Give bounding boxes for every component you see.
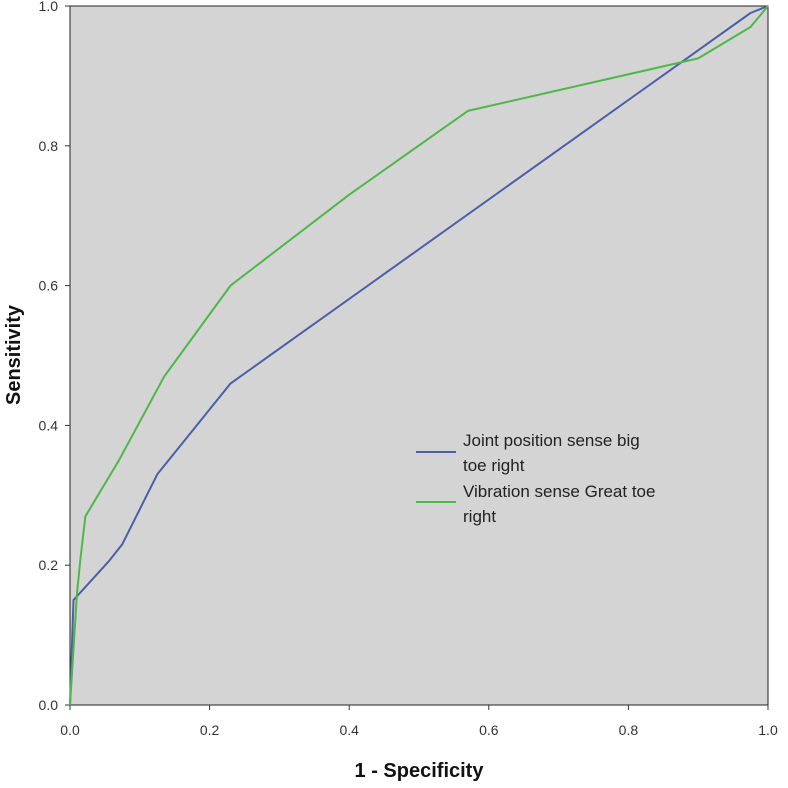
plot-area bbox=[69, 5, 769, 706]
legend-label-2: right bbox=[463, 507, 496, 526]
y-axis-title: Sensitivity bbox=[3, 304, 25, 405]
x-tick-label: 0.8 bbox=[619, 722, 639, 738]
series-line-1 bbox=[69, 5, 769, 706]
legend: Joint position sense big toe right Vibrati… bbox=[416, 431, 655, 526]
y-tick-label: 0.2 bbox=[39, 557, 59, 573]
y-tick-label: 1.0 bbox=[39, 0, 59, 14]
y-tick-label: 0.4 bbox=[39, 417, 59, 433]
x-axis-title: 1 - Specificity bbox=[355, 760, 485, 782]
legend-label-1: toe right bbox=[463, 456, 525, 475]
series-line-2 bbox=[69, 5, 769, 706]
x-tick-label: 1.0 bbox=[758, 722, 778, 738]
y-tick-label: 0.6 bbox=[39, 278, 59, 294]
y-tick-label: 0.8 bbox=[39, 138, 59, 154]
x-tick-label: 0.2 bbox=[200, 722, 220, 738]
y-tick-label: 0.0 bbox=[39, 697, 59, 713]
legend-label-2: Vibration sense Great toe bbox=[463, 482, 655, 501]
x-tick-label: 0.4 bbox=[339, 722, 359, 738]
x-tick-label: 0.6 bbox=[479, 722, 499, 738]
x-tick-label: 0.0 bbox=[60, 722, 80, 738]
axis-ticks: 0.0 0.2 0.4 0.6 0.8 1.0 0.0 0.2 0.4 0.6 0.8 1.0 bbox=[39, 0, 778, 738]
legend-label-1: Joint position sense big bbox=[463, 431, 640, 450]
series-group bbox=[69, 5, 769, 706]
